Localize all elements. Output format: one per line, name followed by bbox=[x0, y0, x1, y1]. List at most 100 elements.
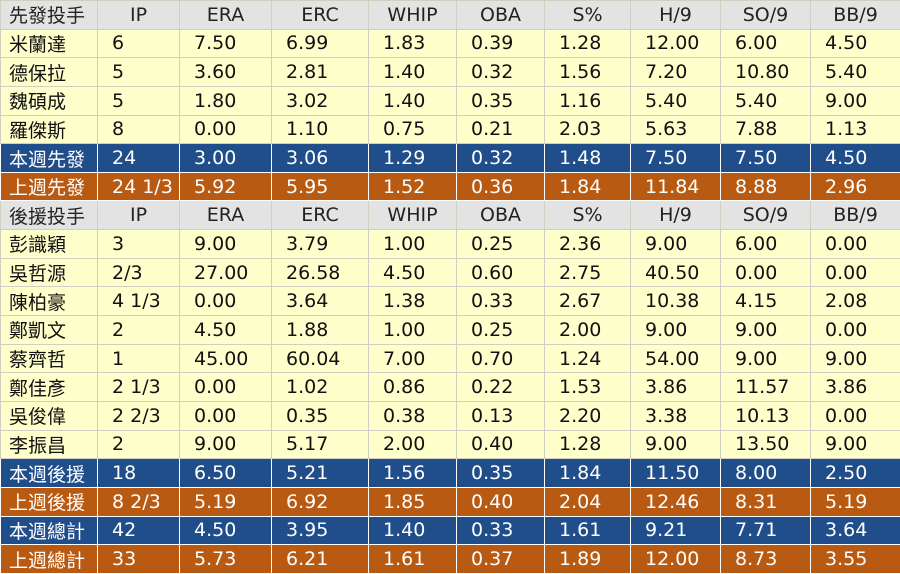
stat-cell: 1.89 bbox=[544, 544, 631, 574]
stat-cell: 8.00 bbox=[720, 458, 811, 488]
stat-cell: 6.99 bbox=[271, 28, 369, 59]
stat-cell: 9.21 bbox=[630, 515, 721, 546]
stat-cell: 1.61 bbox=[368, 544, 457, 574]
stat-cell: 54.00 bbox=[630, 343, 721, 374]
stat-cell: 9.00 bbox=[810, 85, 900, 116]
stat-cell: 2.67 bbox=[544, 286, 631, 317]
stat-cell: 7.00 bbox=[368, 343, 457, 374]
stat-cell: 9.00 bbox=[810, 343, 900, 374]
stat-cell: 9.00 bbox=[810, 429, 900, 460]
stat-cell: 1.88 bbox=[271, 315, 369, 345]
column-header: SO/9 bbox=[720, 0, 811, 30]
stat-cell: 6.92 bbox=[271, 486, 369, 517]
stat-cell: 3.55 bbox=[810, 544, 900, 574]
this-week-total-row: 本週總計 42 4.50 3.95 1.40 0.33 1.61 9.21 7.71 3.64 bbox=[0, 515, 900, 546]
stat-cell: 2/3 bbox=[97, 257, 180, 288]
row-label: 米蘭達 bbox=[0, 28, 98, 59]
stat-cell: 3.06 bbox=[271, 143, 369, 173]
stat-cell: 2.36 bbox=[544, 229, 631, 259]
row-label: 陳柏豪 bbox=[0, 286, 98, 317]
stat-cell: 0.70 bbox=[456, 343, 545, 374]
stat-cell: 0.35 bbox=[271, 400, 369, 431]
stat-cell: 1 bbox=[97, 343, 180, 374]
column-header: ERC bbox=[271, 0, 369, 30]
column-header: H/9 bbox=[630, 200, 721, 231]
stat-cell: 24 1/3 bbox=[97, 171, 180, 202]
stat-cell: 60.04 bbox=[271, 343, 369, 374]
column-header: SO/9 bbox=[720, 200, 811, 231]
stat-cell: 0.21 bbox=[456, 114, 545, 145]
player-row: 彭識穎 3 9.00 3.79 1.00 0.25 2.36 9.00 6.00 0.00 bbox=[0, 229, 900, 259]
stat-cell: 0.39 bbox=[456, 28, 545, 59]
stat-cell: 0.32 bbox=[456, 57, 545, 87]
stat-cell: 3.86 bbox=[630, 372, 721, 402]
stat-cell: 0.86 bbox=[368, 372, 457, 402]
stat-cell: 0.00 bbox=[810, 257, 900, 288]
stat-cell: 1.10 bbox=[271, 114, 369, 145]
stat-cell: 5.40 bbox=[720, 85, 811, 116]
section-header-row: 先發投手 IP ERA ERC WHIP OBA S% H/9 SO/9 BB/9 bbox=[0, 0, 900, 30]
section-header-row: 後援投手 IP ERA ERC WHIP OBA S% H/9 SO/9 BB/9 bbox=[0, 200, 900, 231]
stat-cell: 0.00 bbox=[179, 286, 272, 317]
column-header: IP bbox=[97, 200, 180, 231]
row-label: 鄭凱文 bbox=[0, 315, 98, 345]
stat-cell: 0.13 bbox=[456, 400, 545, 431]
player-row: 米蘭達 6 7.50 6.99 1.83 0.39 1.28 12.00 6.00 4.50 bbox=[0, 28, 900, 59]
stat-cell: 3.79 bbox=[271, 229, 369, 259]
stat-cell: 2.50 bbox=[810, 458, 900, 488]
stat-cell: 0.36 bbox=[456, 171, 545, 202]
column-header: WHIP bbox=[368, 200, 457, 231]
section-title: 後援投手 bbox=[0, 200, 98, 231]
stat-cell: 8 bbox=[97, 114, 180, 145]
stat-cell: 5.19 bbox=[179, 486, 272, 517]
stat-cell: 6 bbox=[97, 28, 180, 59]
stat-cell: 0.00 bbox=[810, 400, 900, 431]
stat-cell: 1.16 bbox=[544, 85, 631, 116]
stat-cell: 8 2/3 bbox=[97, 486, 180, 517]
stat-cell: 0.33 bbox=[456, 515, 545, 546]
stat-cell: 5.19 bbox=[810, 486, 900, 517]
stat-cell: 40.50 bbox=[630, 257, 721, 288]
stat-cell: 9.00 bbox=[179, 429, 272, 460]
column-header: BB/9 bbox=[810, 200, 900, 231]
stat-cell: 4.15 bbox=[720, 286, 811, 317]
stat-cell: 2.03 bbox=[544, 114, 631, 145]
stat-cell: 42 bbox=[97, 515, 180, 546]
stat-cell: 1.24 bbox=[544, 343, 631, 374]
stat-cell: 1.00 bbox=[368, 229, 457, 259]
stat-cell: 0.00 bbox=[179, 114, 272, 145]
row-label: 彭識穎 bbox=[0, 229, 98, 259]
player-row: 羅傑斯 8 0.00 1.10 0.75 0.21 2.03 5.63 7.88 1.13 bbox=[0, 114, 900, 145]
column-header: OBA bbox=[456, 200, 545, 231]
stat-cell: 5 bbox=[97, 85, 180, 116]
column-header: OBA bbox=[456, 0, 545, 30]
row-label: 上週後援 bbox=[0, 486, 98, 517]
row-label: 上週先發 bbox=[0, 171, 98, 202]
stat-cell: 1.56 bbox=[368, 458, 457, 488]
stat-cell: 0.25 bbox=[456, 229, 545, 259]
stat-cell: 8.88 bbox=[720, 171, 811, 202]
stat-cell: 2 1/3 bbox=[97, 372, 180, 402]
stat-cell: 1.52 bbox=[368, 171, 457, 202]
stat-cell: 5.92 bbox=[179, 171, 272, 202]
stat-cell: 0.35 bbox=[456, 85, 545, 116]
stat-cell: 4.50 bbox=[179, 515, 272, 546]
stat-cell: 2.00 bbox=[368, 429, 457, 460]
stat-cell: 7.50 bbox=[630, 143, 721, 173]
stat-cell: 0.00 bbox=[810, 315, 900, 345]
stat-cell: 2.75 bbox=[544, 257, 631, 288]
stat-cell: 7.50 bbox=[720, 143, 811, 173]
stat-cell: 3.00 bbox=[179, 143, 272, 173]
stat-cell: 2.00 bbox=[544, 315, 631, 345]
stat-cell: 3.86 bbox=[810, 372, 900, 402]
stat-cell: 3.64 bbox=[271, 286, 369, 317]
stat-cell: 0.38 bbox=[368, 400, 457, 431]
row-label: 鄭佳彥 bbox=[0, 372, 98, 402]
column-header: ERC bbox=[271, 200, 369, 231]
stat-cell: 1.61 bbox=[544, 515, 631, 546]
stat-cell: 1.53 bbox=[544, 372, 631, 402]
stat-cell: 1.80 bbox=[179, 85, 272, 116]
last-week-total-row: 上週總計 33 5.73 6.21 1.61 0.37 1.89 12.00 8.73 3.55 bbox=[0, 544, 900, 574]
stat-cell: 3.64 bbox=[810, 515, 900, 546]
